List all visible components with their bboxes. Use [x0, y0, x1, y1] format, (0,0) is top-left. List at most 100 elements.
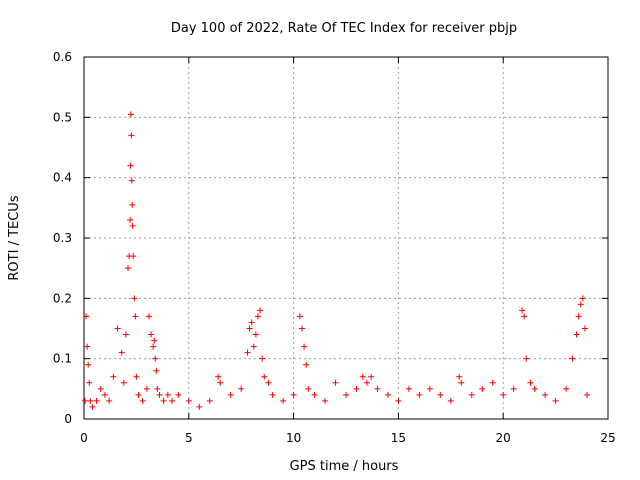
data-point: [577, 301, 584, 308]
data-point: [257, 307, 264, 314]
data-point: [217, 379, 224, 386]
data-point: [416, 391, 423, 398]
data-point: [127, 162, 134, 169]
data-point: [84, 343, 91, 350]
data-point: [153, 367, 160, 374]
data-point: [298, 325, 305, 332]
y-tick-label: 0: [64, 412, 72, 426]
x-tick-label: 0: [80, 431, 88, 445]
data-point: [145, 313, 152, 320]
data-point: [83, 313, 90, 320]
data-point: [542, 391, 549, 398]
data-point: [261, 373, 268, 380]
data-point: [139, 397, 146, 404]
data-point: [128, 132, 135, 139]
data-point: [290, 391, 297, 398]
data-point: [311, 391, 318, 398]
data-point: [130, 253, 137, 260]
x-tick-label: 15: [391, 431, 406, 445]
x-tick-label: 10: [286, 431, 301, 445]
data-point: [129, 222, 136, 229]
data-point: [405, 385, 412, 392]
data-point: [215, 373, 222, 380]
data-point: [164, 391, 171, 398]
data-point: [368, 373, 375, 380]
data-point: [510, 385, 517, 392]
data-point: [248, 319, 255, 326]
data-point: [573, 331, 580, 338]
data-point: [479, 385, 486, 392]
data-point: [322, 397, 329, 404]
data-point: [152, 355, 159, 362]
x-tick-label: 5: [185, 431, 193, 445]
data-point: [332, 379, 339, 386]
data-point: [148, 331, 155, 338]
data-point: [89, 403, 96, 410]
data-point: [581, 325, 588, 332]
data-point: [127, 216, 134, 223]
data-point: [280, 397, 287, 404]
data-point: [523, 355, 530, 362]
data-point: [456, 373, 463, 380]
data-points: [82, 111, 591, 410]
data-point: [527, 379, 534, 386]
data-point: [238, 385, 245, 392]
data-point: [305, 385, 312, 392]
data-point: [250, 343, 257, 350]
data-point: [122, 331, 129, 338]
data-point: [143, 385, 150, 392]
data-point: [296, 313, 303, 320]
data-point: [156, 391, 163, 398]
data-point: [135, 391, 142, 398]
data-point: [85, 361, 92, 368]
data-point: [384, 391, 391, 398]
data-point: [269, 391, 276, 398]
data-point: [227, 391, 234, 398]
data-point: [259, 355, 266, 362]
data-point: [343, 391, 349, 398]
data-point: [252, 331, 259, 338]
data-point: [437, 391, 444, 398]
y-axis-title: ROTI / TECUs: [7, 195, 22, 280]
data-point: [254, 313, 261, 320]
data-point: [563, 385, 570, 392]
data-point: [531, 385, 538, 392]
data-point: [154, 385, 161, 392]
grid-lines: [84, 57, 608, 419]
data-point: [97, 385, 104, 392]
data-point: [175, 391, 182, 398]
data-point: [120, 379, 127, 386]
y-tick-label: 0.4: [53, 171, 72, 185]
data-point: [118, 349, 125, 356]
data-point: [301, 343, 308, 350]
data-point: [552, 397, 559, 404]
x-axis-title: GPS time / hours: [290, 459, 399, 474]
axis-ticks: 0 5 10 15 20 25 0 0.1 0.2 0.3 0.4 0.5 0.6: [53, 50, 616, 445]
data-point: [86, 379, 93, 386]
data-point: [133, 373, 140, 380]
data-point: [82, 397, 89, 404]
x-tick-label: 20: [496, 431, 511, 445]
data-point: [359, 373, 366, 380]
y-tick-label: 0.2: [53, 291, 72, 305]
y-tick-label: 0.6: [53, 50, 72, 64]
data-point: [521, 313, 528, 320]
chart-title: Day 100 of 2022, Rate Of TEC Index for r…: [171, 21, 517, 36]
data-point: [125, 265, 132, 272]
data-point: [426, 385, 433, 392]
data-point: [129, 201, 136, 208]
data-point: [575, 313, 582, 320]
data-point: [519, 307, 526, 314]
data-point: [150, 343, 157, 350]
data-point: [244, 349, 251, 356]
data-point: [458, 379, 465, 386]
data-point: [206, 397, 213, 404]
data-point: [160, 397, 167, 404]
x-tick-label: 25: [600, 431, 615, 445]
data-point: [101, 391, 108, 398]
data-point: [584, 391, 591, 398]
data-point: [265, 379, 272, 386]
data-point: [110, 373, 117, 380]
data-point: [131, 295, 138, 302]
